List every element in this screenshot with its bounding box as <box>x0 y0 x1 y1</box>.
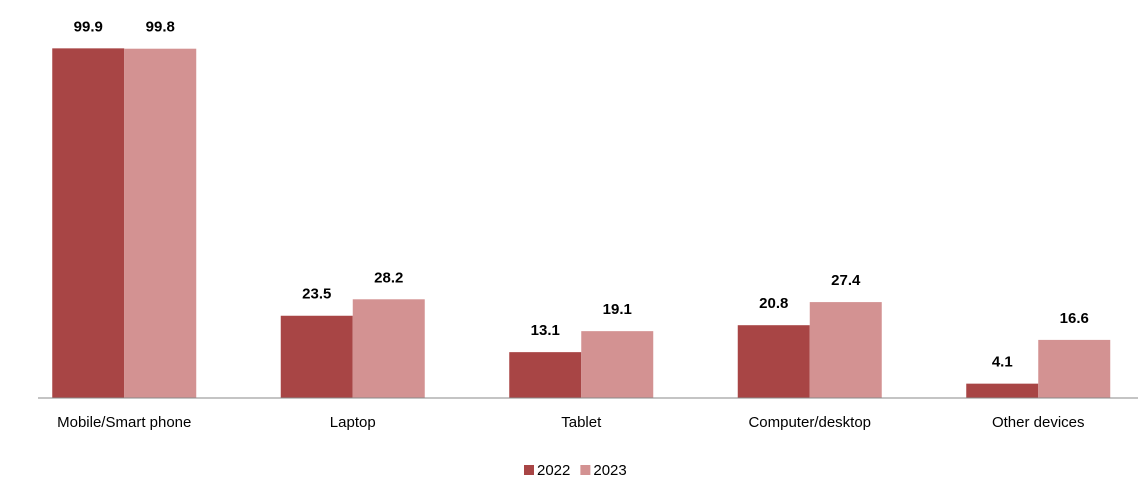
value-label: 4.1 <box>992 354 1013 371</box>
value-label: 19.1 <box>603 301 632 318</box>
bar <box>966 383 1039 398</box>
bar <box>737 325 810 398</box>
x-tick-label: Tablet <box>561 414 602 431</box>
value-label: 99.9 <box>74 18 103 35</box>
x-tick-label: Computer/desktop <box>748 414 871 431</box>
bar <box>581 331 654 398</box>
legend-label: 2023 <box>593 462 626 479</box>
bar <box>1038 339 1111 398</box>
x-tick-label: Laptop <box>330 414 376 431</box>
bar <box>809 302 882 398</box>
bar <box>52 48 125 398</box>
x-tick-label: Mobile/Smart phone <box>57 414 191 431</box>
legend-swatch <box>524 465 534 475</box>
value-label: 28.2 <box>374 269 403 286</box>
bar <box>509 352 582 398</box>
value-label: 13.1 <box>531 322 560 339</box>
value-label: 99.8 <box>146 19 175 36</box>
x-tick-label: Other devices <box>992 414 1085 431</box>
bar <box>352 299 425 398</box>
value-label: 27.4 <box>831 272 861 289</box>
value-label: 16.6 <box>1060 310 1089 327</box>
bar <box>280 315 353 398</box>
value-label: 20.8 <box>759 295 788 312</box>
legend-label: 2022 <box>537 462 570 479</box>
bar <box>124 48 197 398</box>
value-label: 23.5 <box>302 286 331 303</box>
legend-swatch <box>580 465 591 475</box>
